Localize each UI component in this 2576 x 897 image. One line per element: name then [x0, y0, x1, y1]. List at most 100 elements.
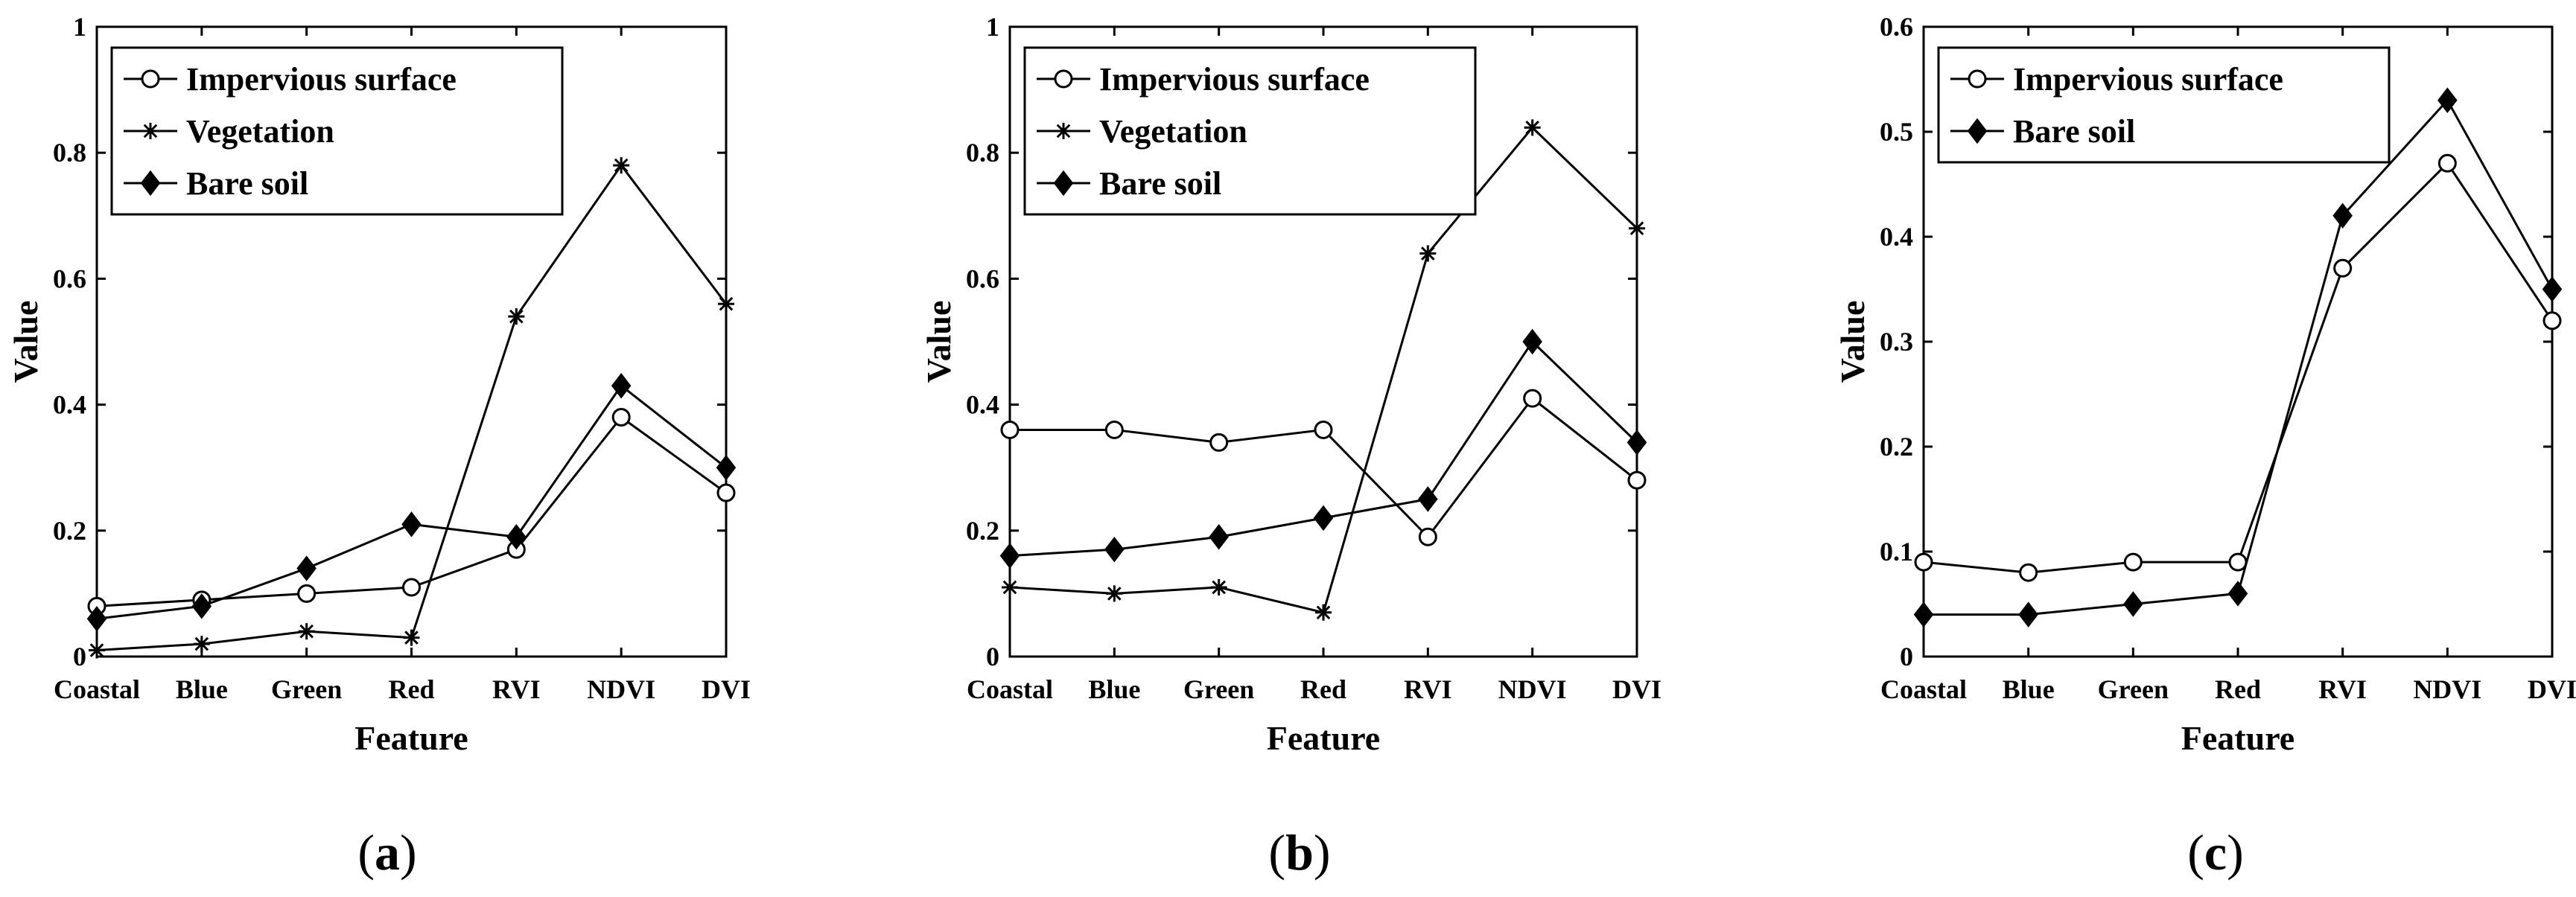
panel-label: (a) — [357, 824, 416, 881]
legend-entry: Vegetation — [1099, 113, 1247, 150]
data-point — [1626, 430, 1647, 456]
data-point — [716, 454, 737, 481]
legend-entry: Bare soil — [186, 165, 308, 202]
legend-marker — [141, 69, 160, 89]
x-tick-label: DVI — [702, 674, 751, 704]
legend-marker — [1054, 69, 1073, 89]
x-tick-label: Coastal — [967, 674, 1053, 704]
y-axis-label: Value — [1834, 301, 1871, 383]
legend-box — [1023, 46, 1477, 216]
data-point — [508, 308, 525, 325]
data-point — [403, 629, 420, 646]
panel-label: (c) — [2187, 824, 2244, 881]
data-point — [1000, 420, 1020, 439]
x-axis-label: Feature — [354, 719, 468, 757]
x-tick-label: Red — [2215, 674, 2261, 704]
data-point — [1913, 601, 1934, 628]
data-point — [1002, 578, 1018, 596]
data-point — [2123, 552, 2143, 572]
x-tick-label: Blue — [1088, 674, 1140, 704]
y-tick-label: 0.6 — [53, 264, 86, 293]
data-point — [2228, 552, 2248, 572]
data-point — [2542, 276, 2563, 302]
y-tick-label: 0.8 — [53, 138, 86, 167]
data-point — [1524, 119, 1541, 136]
legend: Impervious surface Vegetation Bare soil — [110, 46, 564, 216]
legend-marker — [140, 170, 161, 197]
legend-box — [110, 46, 564, 216]
data-point — [2542, 311, 2562, 331]
data-point — [2227, 581, 2248, 607]
data-point — [611, 372, 632, 399]
legend-box — [1937, 46, 2391, 164]
x-tick-label: RVI — [492, 674, 541, 704]
x-tick-label: Coastal — [1880, 674, 1967, 704]
x-tick-label: Red — [389, 674, 435, 704]
chart-panel-c: 0 0.1 0.2 0.3 0.4 0.5 0.6 Coastal Blue Green Red RV… — [1834, 12, 2576, 881]
legend-entry: Bare soil — [2013, 113, 2135, 150]
data-point — [1522, 328, 1542, 355]
y-tick-label: 0.4 — [53, 390, 86, 420]
data-point — [2437, 87, 2458, 113]
y-axis-label: Value — [920, 301, 958, 383]
data-point — [611, 408, 631, 427]
x-tick-label: NDVI — [587, 674, 655, 704]
x-tick-label: Green — [2098, 674, 2169, 704]
x-tick-label: RVI — [2318, 674, 2367, 704]
x-axis-label: Feature — [2181, 719, 2294, 757]
chart-panel-a: 0 0.2 0.4 0.6 0.8 1 Coastal Blue Green Red RVI NDVI… — [7, 12, 751, 881]
data-point — [1209, 432, 1229, 452]
x-axis-label: Feature — [1267, 719, 1380, 757]
legend-entry: Bare soil — [1099, 165, 1221, 202]
y-tick-label: 0.2 — [1880, 432, 1913, 462]
data-point — [193, 636, 210, 653]
data-point — [716, 483, 736, 502]
y-tick-label: 0.6 — [1880, 12, 1913, 42]
y-axis-label: Value — [7, 301, 45, 383]
y-tick-label: 0 — [73, 642, 86, 671]
x-tick-label: Green — [1183, 674, 1254, 704]
y-tick-label: 0.4 — [966, 390, 999, 420]
data-point — [1210, 578, 1227, 596]
legend: Impervious surface Vegetation Bare soil — [1023, 46, 1477, 216]
data-point — [402, 578, 421, 597]
y-tick-label: 1 — [986, 12, 999, 42]
data-point — [401, 511, 422, 537]
x-tick-label: NDVI — [1498, 674, 1567, 704]
legend-entry: Impervious surface — [2013, 61, 2283, 98]
x-tick-label: Blue — [176, 674, 228, 704]
data-point — [2123, 591, 2143, 617]
data-point — [2437, 153, 2457, 173]
data-point — [1314, 420, 1333, 439]
data-point — [1313, 505, 1334, 532]
legend-entry: Impervious surface — [1099, 61, 1370, 98]
x-tick-label: NDVI — [2413, 674, 2481, 704]
legend-entry: Vegetation — [186, 113, 334, 150]
x-tick-label: Red — [1300, 674, 1346, 704]
data-point — [1106, 585, 1123, 602]
x-tick-label: Green — [271, 674, 342, 704]
legend-marker — [1055, 123, 1072, 139]
data-point — [298, 623, 315, 640]
x-tick-label: DVI — [1612, 674, 1661, 704]
series-line — [96, 163, 728, 652]
y-tick-label: 0.3 — [1880, 327, 1913, 357]
data-point — [999, 543, 1020, 569]
chart-panel-b: 0 0.2 0.4 0.6 0.8 1 Coastal Blue Green Red RVI NDVI… — [920, 12, 1661, 881]
y-tick-label: 0.2 — [53, 516, 86, 546]
y-tick-label: 0.8 — [966, 138, 999, 167]
data-point — [297, 584, 317, 603]
data-point — [506, 524, 527, 550]
data-point — [1419, 245, 1437, 262]
series-line — [1923, 161, 2554, 574]
legend-marker — [142, 123, 159, 139]
data-point — [2333, 258, 2353, 278]
y-tick-label: 0.4 — [1880, 222, 1913, 252]
data-point — [1315, 604, 1332, 621]
data-point — [1418, 527, 1437, 546]
data-point — [191, 593, 212, 619]
legend-marker — [1968, 69, 1987, 89]
y-tick-label: 0.6 — [966, 264, 999, 293]
data-point — [1914, 552, 1933, 572]
